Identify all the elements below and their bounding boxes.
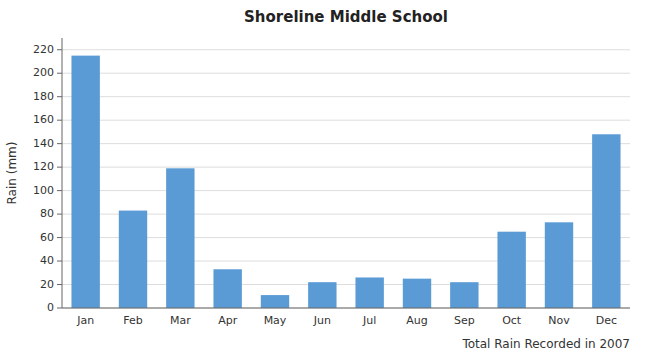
x-tick-label: Jan	[76, 314, 94, 327]
chart-container: 0 20 40 60 80 100 120 140 160 180 200 220 Jan Feb Mar A…	[0, 0, 650, 360]
y-tick-label: 40	[40, 254, 54, 267]
y-axis-line	[62, 38, 63, 308]
y-tick	[57, 120, 62, 121]
grid-line	[62, 190, 630, 191]
y-tick	[57, 261, 62, 262]
grid-line	[62, 73, 630, 74]
grid-line	[62, 167, 630, 168]
bar	[71, 56, 99, 308]
x-tick-label: Jun	[313, 314, 331, 327]
x-tick-label: Aug	[406, 314, 427, 327]
y-tick-label: 120	[33, 160, 54, 173]
page: {"chart_data": {"type": "bar", "title": …	[0, 0, 650, 360]
y-axis-label: Rain (mm)	[5, 142, 19, 205]
y-tick-label: 200	[33, 66, 54, 79]
grid-line	[62, 143, 630, 144]
y-tick	[57, 214, 62, 215]
bar	[403, 279, 431, 308]
y-tick	[57, 190, 62, 191]
y-tick-label: 160	[33, 113, 54, 126]
grid-line	[62, 49, 630, 50]
x-tick-label: Sep	[454, 314, 475, 327]
bar	[450, 282, 478, 308]
bar	[592, 134, 620, 308]
bar	[261, 295, 289, 308]
x-tick-label: May	[264, 314, 287, 327]
y-tick	[57, 284, 62, 285]
y-tick-label: 140	[33, 137, 54, 150]
y-tick-label: 0	[47, 301, 54, 314]
y-tick	[57, 143, 62, 144]
x-tick-label: Apr	[218, 314, 238, 327]
grid-line	[62, 96, 630, 97]
bar	[213, 269, 241, 308]
bar	[355, 277, 383, 308]
y-tick-label: 220	[33, 43, 54, 56]
x-tick-label: Jul	[362, 314, 376, 327]
grid-line	[62, 120, 630, 121]
title: Shoreline Middle School	[244, 8, 448, 26]
x-tick-label: Nov	[548, 314, 570, 327]
bar	[308, 282, 336, 308]
x-ticks: Jan Feb Mar Apr May Jun Jul Aug Sep Oct Nov Dec	[76, 314, 617, 327]
y-tick-label: 20	[40, 278, 54, 291]
bar	[166, 168, 194, 308]
y-tick-label: 180	[33, 90, 54, 103]
y-tick-label: 100	[33, 184, 54, 197]
grid-line	[62, 308, 630, 309]
bar	[497, 232, 525, 308]
y-tick	[57, 49, 62, 50]
x-tick-label: Mar	[170, 314, 191, 327]
bar	[545, 222, 573, 308]
y-tick	[57, 73, 62, 74]
y-tick	[57, 237, 62, 238]
x-tick-label: Dec	[596, 314, 617, 327]
x-tick-label: Feb	[123, 314, 142, 327]
y-tick-label: 80	[40, 207, 54, 220]
bar	[119, 211, 147, 308]
y-tick-label: 60	[40, 231, 54, 244]
x-tick-label: Oct	[502, 314, 522, 327]
grid	[62, 50, 630, 308]
y-tick	[57, 308, 62, 309]
y-tick	[57, 96, 62, 97]
x-axis-line	[62, 308, 630, 309]
bars	[71, 56, 620, 308]
x-axis-label: Total Rain Recorded in 2007	[461, 337, 630, 351]
y-tick	[57, 167, 62, 168]
y-ticks: 0 20 40 60 80 100 120 140 160 180 200 220	[33, 43, 62, 314]
chart: 0 20 40 60 80 100 120 140 160 180 200 220 Jan Feb Mar A…	[0, 0, 650, 360]
